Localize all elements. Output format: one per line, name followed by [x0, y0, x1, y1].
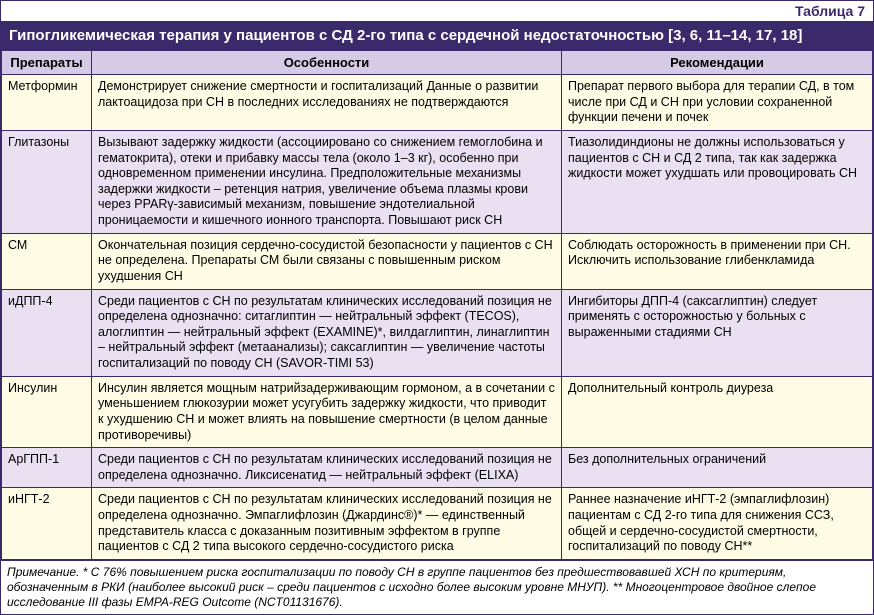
col-header-features: Особенности — [92, 51, 562, 75]
cell-drug: АрГПП-1 — [2, 448, 92, 488]
cell-features: Среди пациентов с СН по результатам клин… — [92, 488, 562, 560]
table-row: иДПП-4 Среди пациентов с СН по результат… — [2, 289, 873, 376]
table-row: Метформин Демонстрирует снижение смертно… — [2, 75, 873, 131]
cell-features: Среди пациентов с СН по результатам клин… — [92, 448, 562, 488]
table-container: Таблица 7 Гипогликемическая терапия у па… — [0, 0, 874, 615]
table-footnote: Примечание. * С 76% повышением риска гос… — [1, 560, 873, 614]
cell-drug: иНГТ-2 — [2, 488, 92, 560]
cell-features: Окончательная позиция сердечно-сосудисто… — [92, 233, 562, 289]
table-title: Гипогликемическая терапия у пациентов с … — [1, 21, 873, 50]
cell-drug: иДПП-4 — [2, 289, 92, 376]
table-row: иНГТ-2 Среди пациентов с СН по результат… — [2, 488, 873, 560]
cell-recs: Препарат первого выбора для терапии СД, … — [562, 75, 873, 131]
cell-drug: Глитазоны — [2, 130, 92, 233]
table-header-row: Препараты Особенности Рекомендации — [2, 51, 873, 75]
cell-features: Инсулин является мощным натрийзадерживаю… — [92, 376, 562, 448]
table-body: Метформин Демонстрирует снижение смертно… — [2, 75, 873, 560]
col-header-recs: Рекомендации — [562, 51, 873, 75]
cell-recs: Тиазолидиндионы не должны использоваться… — [562, 130, 873, 233]
table-row: Глитазоны Вызывают задержку жидкости (ас… — [2, 130, 873, 233]
table-number-label: Таблица 7 — [1, 1, 873, 21]
cell-recs: Раннее назначение иНГТ-2 (эмпаглифлозин)… — [562, 488, 873, 560]
cell-recs: Без дополнительных ограничений — [562, 448, 873, 488]
cell-drug: Метформин — [2, 75, 92, 131]
therapy-table: Препараты Особенности Рекомендации Метфо… — [1, 50, 873, 560]
cell-recs: Ингибиторы ДПП-4 (саксаглиптин) следует … — [562, 289, 873, 376]
cell-features: Среди пациентов с СН по результатам клин… — [92, 289, 562, 376]
table-row: Инсулин Инсулин является мощным натрийза… — [2, 376, 873, 448]
cell-drug: Инсулин — [2, 376, 92, 448]
cell-features: Вызывают задержку жидкости (ассоциирован… — [92, 130, 562, 233]
table-row: СМ Окончательная позиция сердечно-сосуди… — [2, 233, 873, 289]
cell-recs: Дополнительный контроль диуреза — [562, 376, 873, 448]
table-row: АрГПП-1 Среди пациентов с СН по результа… — [2, 448, 873, 488]
cell-features: Демонстрирует снижение смертности и госп… — [92, 75, 562, 131]
cell-drug: СМ — [2, 233, 92, 289]
cell-recs: Соблюдать осторожность в применении при … — [562, 233, 873, 289]
col-header-drug: Препараты — [2, 51, 92, 75]
